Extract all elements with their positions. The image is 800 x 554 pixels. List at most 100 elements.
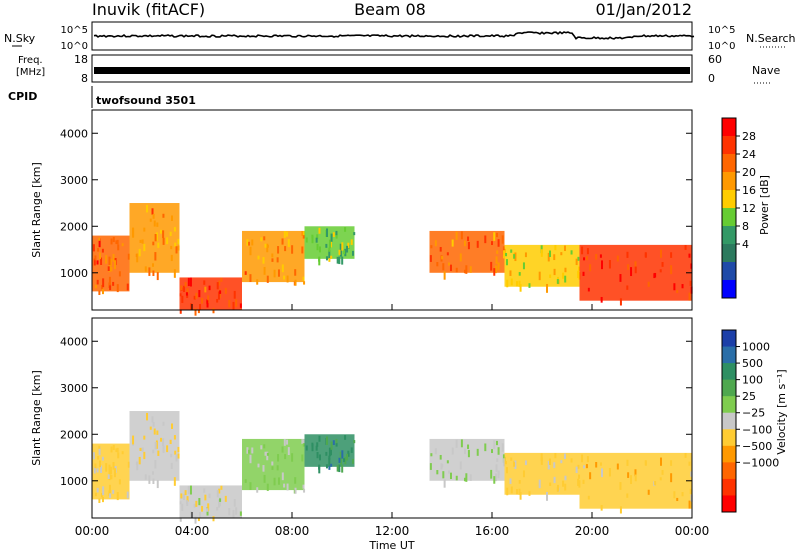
power-echo-cell xyxy=(271,253,274,258)
velocity-echo-cell xyxy=(183,493,186,500)
power-echo-cell xyxy=(328,247,331,252)
power-echo-cell xyxy=(599,254,602,258)
velocity-echo-cell xyxy=(495,440,498,446)
station-title: Inuvik (fitACF) xyxy=(92,0,205,19)
power-echo-cell xyxy=(148,267,151,276)
power-echo-cell xyxy=(151,263,154,267)
power-echo-cell xyxy=(273,269,276,278)
velocity-echo-cell xyxy=(249,454,252,464)
velocity-echo-cell xyxy=(207,503,210,512)
power-echo-cell xyxy=(493,232,496,241)
velocity-echo-cell xyxy=(204,494,207,501)
power-echo-cell xyxy=(219,290,222,294)
velocity-echo-cell xyxy=(109,466,112,475)
power-echo-cell xyxy=(232,301,235,311)
power-echo-cell xyxy=(448,262,451,266)
velocity-echo-cell xyxy=(587,495,590,500)
power-echo-cell xyxy=(429,255,432,262)
power-echo-cell xyxy=(491,241,494,246)
velocity-echo-cell xyxy=(556,487,559,492)
power-echo-cell xyxy=(207,295,210,304)
power-echo-cell xyxy=(514,252,517,262)
velocity-echo-cell xyxy=(577,478,580,487)
power-echo-cell xyxy=(303,231,306,239)
velocity-echo-cell xyxy=(233,498,236,507)
velocity-echo-cell xyxy=(157,450,160,456)
power-echo-cell xyxy=(673,283,676,291)
power-echo-cell xyxy=(495,232,498,238)
power-echo-cell xyxy=(162,213,165,218)
velocity-echo-cell xyxy=(93,466,96,474)
power-echo-cell xyxy=(676,289,679,294)
velocity-echo-cell xyxy=(328,447,331,457)
power-echo-cell xyxy=(284,246,287,252)
velocity-echo-cell xyxy=(271,466,274,470)
power-echo-cell xyxy=(564,275,567,283)
velocity-echo-cell xyxy=(340,456,343,465)
power-echo-cell xyxy=(601,260,604,270)
velocity-echo-cell xyxy=(170,462,173,470)
velocity-echo-cell xyxy=(151,471,154,475)
power-echo-cell xyxy=(553,268,556,276)
velocity-echo-cell xyxy=(330,463,333,467)
colorbar-swatch xyxy=(722,190,736,209)
velocity-echo-cell xyxy=(325,464,328,469)
power-echo-cell xyxy=(98,237,101,241)
velocity-echo-cell xyxy=(595,462,598,468)
velocity-echo-cell xyxy=(524,460,527,466)
power-echo-cell xyxy=(260,237,263,242)
velocity-echo-cell xyxy=(97,456,100,460)
velocity-echo-cell xyxy=(509,478,512,484)
power-echo-cell xyxy=(659,269,662,273)
power-echo-cell xyxy=(100,284,103,290)
velocity-echo-cell xyxy=(303,439,306,447)
power-echo-cell xyxy=(670,252,673,258)
velocity-echo-cell xyxy=(143,435,146,440)
velocity-echo-cell xyxy=(553,462,556,469)
velocity-echo-cell xyxy=(187,485,190,495)
velocity-echo-cell xyxy=(510,486,513,494)
power-echo-cell xyxy=(156,272,159,281)
colorbar-swatch xyxy=(722,226,736,245)
power-echo-cell xyxy=(201,297,204,304)
velocity-echo-cell xyxy=(263,474,266,483)
power-echo-cell xyxy=(554,245,557,251)
velocity-echo-cell xyxy=(616,463,619,470)
velocity-echo-cell xyxy=(549,482,552,486)
velocity-echo-cell xyxy=(341,450,344,459)
velocity-echo-cell xyxy=(108,484,111,494)
nsky-trace xyxy=(93,30,695,40)
power-echo-cell xyxy=(325,228,328,237)
velocity-echo-cell xyxy=(455,475,458,481)
power-echo-cell xyxy=(294,269,297,276)
power-echo-cell xyxy=(560,252,563,256)
power-echo-cell xyxy=(193,295,196,300)
velocity-echo-cell xyxy=(463,477,466,482)
power-echo-cell xyxy=(154,252,157,261)
velocity-echo-cell xyxy=(522,470,525,478)
velocity-echo-cell xyxy=(276,465,279,471)
freq-panel-frame xyxy=(91,54,693,83)
power-echo-cell xyxy=(570,250,573,255)
power-echo-cell xyxy=(581,246,584,255)
velocity-echo-cell xyxy=(101,456,104,461)
velocity-echo-cell xyxy=(538,479,541,489)
velocity-echo-cell xyxy=(117,452,120,459)
velocity-echo-cell xyxy=(325,436,328,445)
velocity-echo-cell xyxy=(195,500,198,507)
velocity-echo-cell xyxy=(294,487,297,494)
power-echo-cell xyxy=(184,282,187,288)
power-echo-cell xyxy=(256,279,259,285)
velocity-echo-cell xyxy=(570,458,573,463)
power-echo-cell xyxy=(577,256,580,261)
power-echo-cell xyxy=(619,274,622,282)
power-echo-cell xyxy=(151,208,154,215)
velocity-echo-cell xyxy=(467,449,470,458)
velocity-echo-cell xyxy=(329,447,332,456)
colorbar-swatch xyxy=(722,280,736,299)
power-echo-cell xyxy=(301,231,304,236)
power-echo-cell xyxy=(239,303,242,308)
power-echo-cell xyxy=(157,242,160,248)
velocity-echo-cell xyxy=(132,435,135,445)
power-echo-cell xyxy=(338,249,341,255)
